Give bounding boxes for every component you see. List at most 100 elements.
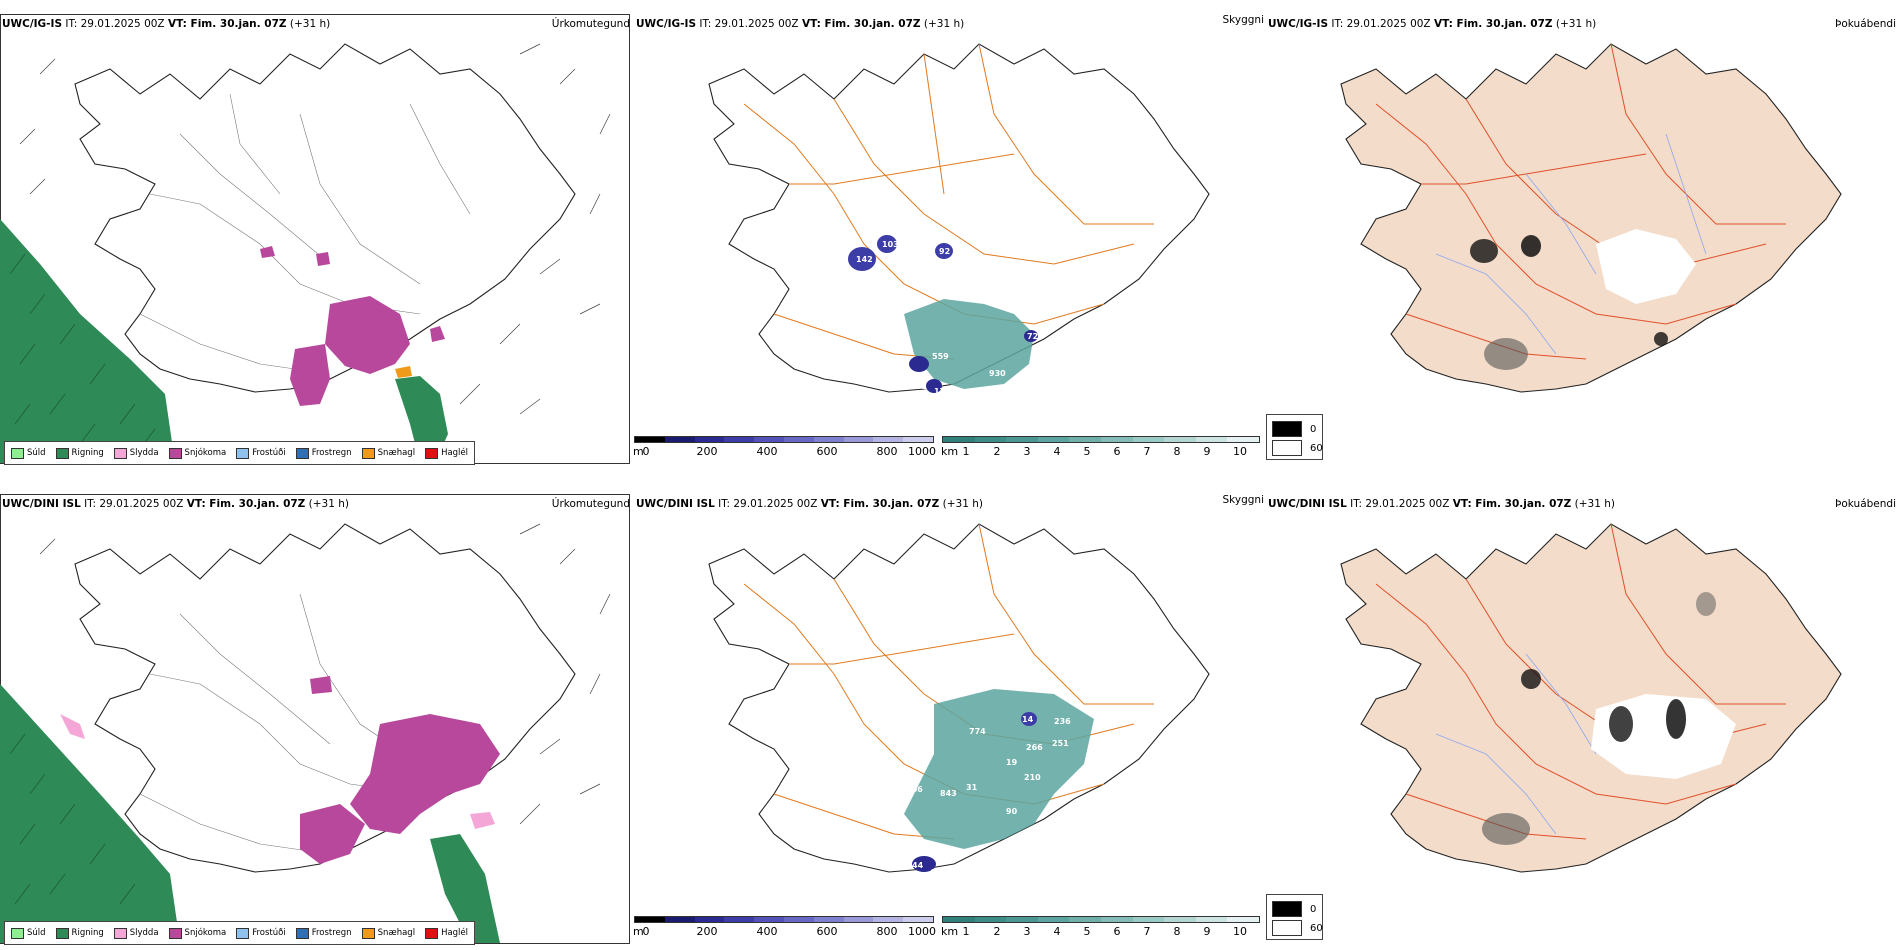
colorbar-tick: 0 xyxy=(642,925,650,938)
legend-label: Frostregn xyxy=(311,928,352,938)
visibility-label: 64 xyxy=(930,868,942,877)
iceland-map-fog-top xyxy=(1340,43,1842,393)
legend-item-frostregn: Frostregn xyxy=(295,447,352,459)
legend-item-frostudi: Frostúði xyxy=(236,927,286,939)
init-time-prefix: IT: xyxy=(1350,498,1363,510)
panel-header: UWC/DINI ISL IT: 29.01.2025 00Z VT: Fim.… xyxy=(636,494,1264,514)
colorbar-ticks: 1 2 3 4 5 6 7 8 9 10 xyxy=(942,925,1260,938)
precip-type-panel-top: UWC/IG-IS IT: 29.01.2025 00Z VT: Fim. 30… xyxy=(0,14,632,469)
panel-header: UWC/IG-IS IT: 29.01.2025 00Z VT: Fim. 30… xyxy=(636,14,1264,34)
colorbar-tick: 4 xyxy=(1053,925,1061,938)
legend-swatch xyxy=(11,927,24,939)
precip-legend: Súld Rigning Slydda Snjókoma Frostúði Fr… xyxy=(4,921,476,945)
panel-title: Skyggni xyxy=(1222,14,1265,26)
legend-item-rigning: Rigning xyxy=(55,447,104,459)
fog-key-label: 60 xyxy=(1310,922,1323,934)
legend-item-snjokoma: Snjókoma xyxy=(168,447,227,459)
fog-key-bottom: 0 60 xyxy=(1266,894,1323,940)
visibility-panel-bottom: 19 14 774 236 266 251 19 210 466 843 31 … xyxy=(634,494,1266,949)
colorbar-tick: 8 xyxy=(1173,925,1181,938)
colorbar-tick: 200 xyxy=(696,925,718,938)
legend-swatch xyxy=(168,447,182,459)
fog-key-row: 60 xyxy=(1272,440,1323,456)
colorbar-ticks: 0 200 400 600 800 1000 xyxy=(634,445,937,458)
fog-key-label: 0 xyxy=(1310,423,1317,435)
visibility-label: 251 xyxy=(1052,739,1069,748)
panel-header: UWC/IG-IS IT: 29.01.2025 00Z VT: Fim. 30… xyxy=(1268,18,1896,34)
visibility-label: 90 xyxy=(1006,807,1018,816)
init-time: 29.01.2025 00Z xyxy=(80,18,165,30)
colorbar-tick: 2 xyxy=(993,445,1001,458)
precip-type-panel-bottom: UWC/DINI ISL IT: 29.01.2025 00Z VT: Fim.… xyxy=(0,494,632,949)
colorbar-tick: 7 xyxy=(1143,925,1151,938)
visibility-label: 266 xyxy=(1026,743,1043,752)
valid-time: VT: Fim. 30.jan. 07Z xyxy=(1452,498,1572,510)
colorbar-tick: 200 xyxy=(696,445,718,458)
valid-time: VT: Fim. 30.jan. 07Z xyxy=(820,498,940,510)
legend-label: Súld xyxy=(27,928,46,938)
legend-label: Snjókoma xyxy=(184,448,227,458)
legend-item-sudl: Súld xyxy=(11,927,46,939)
colorbar-tick: 3 xyxy=(1023,925,1031,938)
ceiling-label: 51 xyxy=(916,382,928,391)
visibility-colorbar-strip xyxy=(942,916,1260,923)
valid-time: VT: Fim. 30.jan. 07Z xyxy=(186,498,306,510)
ceiling-label: 103 xyxy=(882,240,899,249)
ceiling-colorbar-strip xyxy=(634,916,934,923)
fog-panel-top: UWC/IG-IS IT: 29.01.2025 00Z VT: Fim. 30… xyxy=(1266,14,1898,469)
ceiling-label: 72 xyxy=(1027,332,1038,341)
visibility-label: 236 xyxy=(1054,717,1071,726)
model-name: UWC/IG-IS xyxy=(1268,18,1329,30)
colorbar-tick: 600 xyxy=(816,445,838,458)
panel-header: UWC/DINI ISL IT: 29.01.2025 00Z VT: Fim.… xyxy=(2,498,630,514)
legend-swatch xyxy=(295,447,309,459)
lead-time: (+31 h) xyxy=(308,498,349,510)
fog-key-label: 0 xyxy=(1310,903,1317,915)
panel-title: Þokuábendi xyxy=(1835,18,1896,30)
ceiling-label: 92 xyxy=(939,247,950,256)
legend-swatch xyxy=(425,447,439,459)
model-name: UWC/IG-IS xyxy=(636,18,697,30)
legend-swatch xyxy=(361,447,375,459)
legend-label: Frostúði xyxy=(252,928,286,938)
colorbar-tick: 800 xyxy=(876,925,898,938)
visibility-label: 210 xyxy=(1024,773,1041,782)
snow-area xyxy=(325,296,410,374)
colorbar-tick: 1 xyxy=(962,925,970,938)
colorbar-unit: m xyxy=(633,445,644,458)
legend-label: Haglél xyxy=(441,928,469,938)
legend-swatch xyxy=(361,927,375,939)
legend-label: Snæhagl xyxy=(377,928,416,938)
init-time-prefix: IT: xyxy=(65,18,78,30)
ceiling-label: 559 xyxy=(932,352,949,361)
legend-item-snjokoma: Snjókoma xyxy=(168,927,227,939)
iceland-map-fog-bottom xyxy=(1340,523,1842,873)
visibility-label: 44 xyxy=(912,861,924,870)
legend-swatch xyxy=(236,447,250,459)
init-time: 29.01.2025 00Z xyxy=(733,498,818,510)
legend-swatch xyxy=(55,927,69,939)
legend-swatch xyxy=(11,447,24,459)
model-name: UWC/DINI ISL xyxy=(1268,498,1347,510)
ceiling-label: 173 xyxy=(934,387,951,396)
panel-title: Þokuábendi xyxy=(1835,498,1896,510)
legend-item-haglel: Haglél xyxy=(425,927,469,939)
colorbar-tick: 6 xyxy=(1113,925,1121,938)
model-name: UWC/DINI ISL xyxy=(636,498,715,510)
legend-label: Snæhagl xyxy=(377,448,416,458)
legend-swatch xyxy=(113,927,127,939)
init-time-prefix: IT: xyxy=(1331,18,1344,30)
legend-item-frostudi: Frostúði xyxy=(236,447,286,459)
ceiling-colorbar-strip xyxy=(634,436,934,443)
colorbar-tick: 5 xyxy=(1083,445,1091,458)
ceiling-colorbar-top: m 0 200 400 600 800 1000 xyxy=(633,436,937,462)
colorbar-tick: 2 xyxy=(993,925,1001,938)
visibility-label: 19 xyxy=(946,659,958,668)
colorbar-tick: 6 xyxy=(1113,445,1121,458)
legend-label: Snjókoma xyxy=(184,928,227,938)
legend-label: Rigning xyxy=(71,928,104,938)
legend-label: Haglél xyxy=(441,448,469,458)
legend-swatch xyxy=(113,447,127,459)
colorbar-tick: 600 xyxy=(816,925,838,938)
fog-panel-bottom: UWC/DINI ISL IT: 29.01.2025 00Z VT: Fim.… xyxy=(1266,494,1898,949)
